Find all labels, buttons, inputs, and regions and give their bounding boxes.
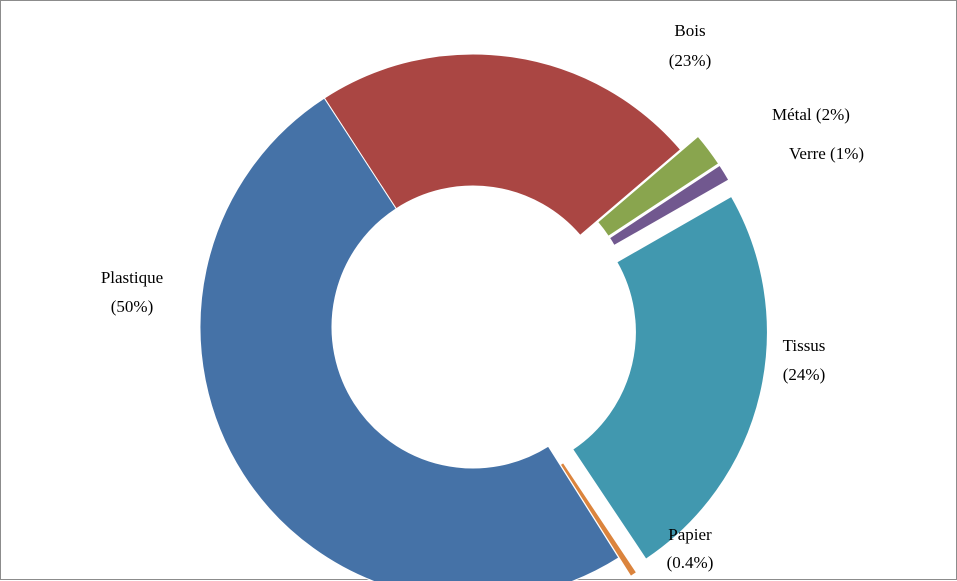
slice-tissus	[571, 195, 768, 560]
slice-verre	[608, 164, 730, 247]
slice-plastique	[199, 97, 620, 581]
data-label-plastique: Plastique (50%)	[101, 268, 163, 316]
data-label-tissus: Tissus (24%)	[783, 336, 826, 384]
data-label-verre: Verre (1%)	[789, 144, 864, 163]
data-label-mtal: Métal (2%)	[772, 105, 850, 124]
data-label-papier: Papier (0.4%)	[667, 525, 714, 572]
slice-bois	[323, 53, 682, 237]
slice-mtal	[597, 135, 720, 237]
data-label-bois: Bois (23%)	[669, 21, 711, 70]
